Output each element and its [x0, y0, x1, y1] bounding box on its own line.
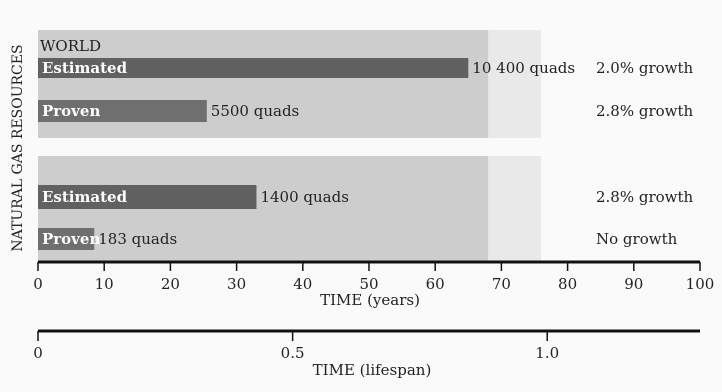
x-tick-label: 10: [95, 275, 114, 293]
x-axis-label: TIME (years): [320, 291, 420, 309]
panel-band-fade-1: [488, 30, 542, 138]
bar-1-proven: [38, 100, 207, 122]
growth-label: 2.8% growth: [596, 102, 694, 120]
growth-label: 2.0% growth: [596, 59, 694, 77]
lifespan-tick-label: 0: [33, 344, 43, 362]
y-axis-label: NATURAL GAS RESOURCES: [10, 44, 26, 251]
bar-label: Estimated: [42, 59, 128, 77]
x-tick-label: 50: [359, 275, 378, 293]
bar-label: Estimated: [42, 188, 128, 206]
bar-2-proven: [38, 228, 95, 250]
x-tick-label: 60: [426, 275, 445, 293]
x-tick-label: 70: [492, 275, 511, 293]
x-tick-label: 0: [33, 275, 43, 293]
lifespan-tick-label: 0.5: [281, 344, 305, 362]
bar-annotation: 183 quads: [98, 230, 177, 248]
x-tick-label: 80: [558, 275, 577, 293]
panel-band-fade-2: [488, 156, 542, 262]
bar-annotation: 1400 quads: [260, 188, 348, 206]
lifespan-tick-label: 1.0: [535, 344, 559, 362]
x-tick-label: 40: [293, 275, 312, 293]
growth-label: No growth: [596, 230, 678, 248]
x-tick-label: 30: [227, 275, 246, 293]
bar-annotation: 5500 quads: [211, 102, 299, 120]
lifespan-axis-label: TIME (lifespan): [313, 361, 432, 379]
x-tick-label: 90: [624, 275, 643, 293]
bar-label: Proven: [42, 230, 100, 248]
bar-2-estimated: [38, 185, 257, 209]
bar-label: Proven: [42, 102, 100, 120]
x-tick-label: 20: [161, 275, 180, 293]
bar-annotation: 10 400 quads: [472, 59, 575, 77]
bar-1-estimated: [38, 58, 469, 78]
growth-label: 2.8% growth: [596, 188, 694, 206]
panel-title: WORLD: [40, 37, 101, 55]
x-tick-label: 100: [686, 275, 715, 293]
